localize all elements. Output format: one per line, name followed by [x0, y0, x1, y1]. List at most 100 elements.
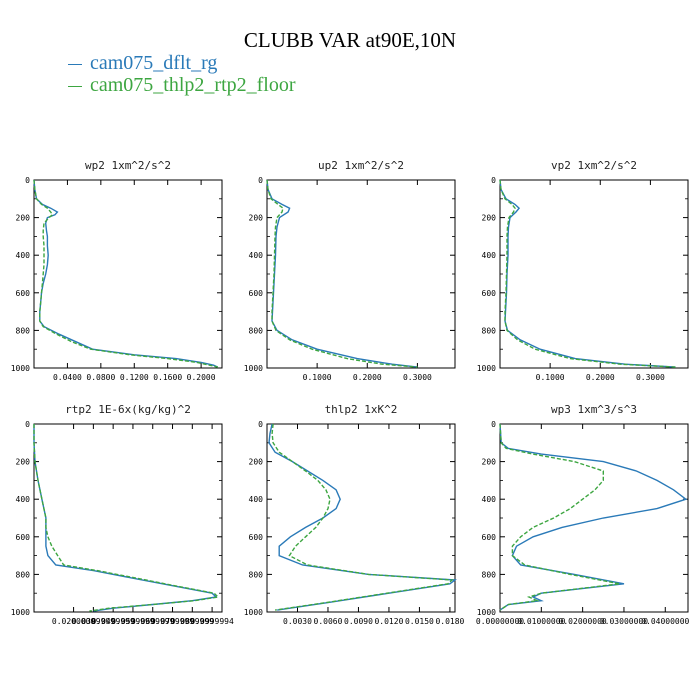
x-tick-label: 0.3000 [636, 373, 665, 382]
x-tick-label: 0.0499999 [91, 617, 135, 626]
y-tick-label: 1000 [244, 608, 263, 617]
x-tick-label: 0.0599999 [111, 617, 155, 626]
y-tick-label: 1000 [477, 608, 496, 617]
x-tick-label: 0.0799999 [151, 617, 195, 626]
x-tick-label: 0.0399999 [72, 617, 116, 626]
x-tick-label: 0.0180 [435, 617, 464, 626]
x-tick-label: 0.2000 [586, 373, 615, 382]
series-line-dflt [33, 179, 219, 368]
y-tick-label: 200 [482, 214, 497, 223]
series-line-dflt [266, 179, 418, 368]
panel-title: rtp2 1E-6x(kg/kg)^2 [65, 403, 191, 416]
x-tick-label: 0.1600 [153, 373, 182, 382]
series-line-floor [271, 423, 454, 611]
y-tick-label: 800 [482, 570, 497, 579]
x-tick-label: 0.3000 [403, 373, 432, 382]
y-tick-label: 0 [25, 420, 30, 429]
y-tick-label: 1000 [477, 364, 496, 373]
series-line-floor [499, 179, 676, 368]
x-tick-label: 0.0800 [86, 373, 115, 382]
y-tick-label: 0 [491, 420, 496, 429]
legend-line-floor [68, 85, 82, 87]
x-tick-label: 0.1000 [536, 373, 565, 382]
y-tick-label: 600 [16, 533, 31, 542]
y-tick-label: 1000 [244, 364, 263, 373]
panel-frame [266, 423, 456, 613]
panel-3: vp2 1xm^2/s^2 0 200 400 600 800 1000 0.1000 0.20… [477, 159, 689, 382]
y-tick-label: 400 [249, 251, 264, 260]
y-tick-label: 600 [482, 533, 497, 542]
figure-title: CLUBB VAR at90E,10N [243, 28, 457, 52]
y-tick-label: 0 [258, 420, 263, 429]
x-tick-label: 0.0150 [405, 617, 434, 626]
y-tick-label: 400 [249, 495, 264, 504]
y-tick-label: 200 [249, 458, 264, 467]
y-tick-label: 400 [482, 251, 497, 260]
x-tick-label: 0.03000000 [600, 617, 648, 626]
y-tick-label: 200 [16, 458, 31, 467]
panel-2: up2 1xm^2/s^2 0 200 400 600 800 1000 0.1000 0.20… [244, 159, 456, 382]
x-tick-label: 0.0060 [314, 617, 343, 626]
y-tick-label: 400 [16, 251, 31, 260]
series-line-floor [499, 423, 620, 611]
series-line-floor [266, 179, 418, 368]
x-tick-label: 0.0120 [374, 617, 403, 626]
panel-title: vp2 1xm^2/s^2 [551, 159, 637, 172]
panel-title: thlp2 1xK^2 [325, 403, 398, 416]
panel-5: thlp2 1xK^2 0 200 400 600 800 1000 0.0030 0.0060… [244, 403, 465, 626]
y-tick-label: 800 [249, 326, 264, 335]
x-tick-label: 0.0899999 [171, 617, 215, 626]
y-tick-label: 600 [16, 289, 31, 298]
x-tick-label: 0.04000000 [641, 617, 689, 626]
y-tick-label: 400 [16, 495, 31, 504]
series-line-floor [33, 179, 218, 368]
x-tick-label: 0.0999994 [190, 617, 234, 626]
series-line-dflt [499, 179, 676, 368]
panel-frame [266, 179, 456, 369]
y-tick-label: 0 [491, 176, 496, 185]
panel-title: wp2 1xm^2/s^2 [85, 159, 171, 172]
x-tick-label: 0.0090 [344, 617, 373, 626]
panel-frame [33, 179, 223, 369]
x-tick-label: 0.00000000 [476, 617, 524, 626]
panel-frame [33, 423, 223, 613]
legend-line-dflt [68, 63, 82, 65]
x-tick-label: 0.02000000 [559, 617, 607, 626]
y-tick-label: 200 [16, 214, 31, 223]
x-tick-label: 0.2000 [187, 373, 216, 382]
series-line-dflt [499, 423, 688, 611]
x-tick-label: 0.0400 [53, 373, 82, 382]
x-tick-label: 0.1200 [120, 373, 149, 382]
y-tick-label: 0 [25, 176, 30, 185]
y-tick-label: 800 [249, 570, 264, 579]
x-tick-label: 0.1000 [303, 373, 332, 382]
series-line-dflt [268, 423, 457, 611]
y-tick-label: 400 [482, 495, 497, 504]
y-tick-label: 1000 [11, 364, 30, 373]
y-tick-label: 0 [258, 176, 263, 185]
panel-title: up2 1xm^2/s^2 [318, 159, 404, 172]
legend-entry-dflt: cam075_dflt_rg [68, 52, 217, 75]
x-tick-label: 0.0200000 [52, 617, 96, 626]
legend-entry-floor: cam075_thlp2_rtp2_floor [68, 74, 296, 97]
series-line-floor [33, 424, 220, 612]
y-tick-label: 200 [482, 458, 497, 467]
y-tick-label: 800 [482, 326, 497, 335]
y-tick-label: 600 [482, 289, 497, 298]
panel-title: wp3 1xm^3/s^3 [551, 403, 637, 416]
x-tick-label: 0.2000 [353, 373, 382, 382]
x-tick-label: 0.01000000 [517, 617, 565, 626]
panel-frame [499, 179, 689, 369]
y-tick-label: 600 [249, 533, 264, 542]
y-tick-label: 200 [249, 214, 264, 223]
series-line-dflt [33, 424, 218, 612]
y-tick-label: 600 [249, 289, 264, 298]
panel-1: wp2 1xm^2/s^2 0 200 400 600 800 1000 0.0400 0.08… [11, 159, 223, 382]
panel-6: wp3 1xm^3/s^3 0 200 400 600 800 10000.00000000… [476, 403, 690, 626]
y-tick-label: 800 [16, 570, 31, 579]
y-tick-label: 1000 [11, 608, 30, 617]
x-tick-label: 0.0030 [283, 617, 312, 626]
x-tick-label: 0.0699999 [131, 617, 175, 626]
